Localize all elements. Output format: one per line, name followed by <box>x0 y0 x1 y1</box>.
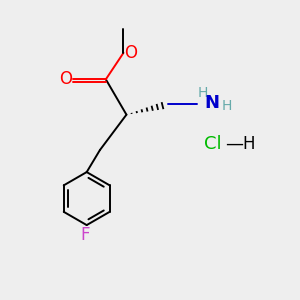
Text: Cl: Cl <box>205 135 222 153</box>
Text: —: — <box>225 135 243 153</box>
Text: H: H <box>197 86 208 100</box>
Text: O: O <box>59 70 72 88</box>
Text: O: O <box>124 44 137 62</box>
Text: N: N <box>204 94 219 112</box>
Text: F: F <box>80 226 90 244</box>
Text: H: H <box>221 99 232 113</box>
Text: H: H <box>242 135 255 153</box>
